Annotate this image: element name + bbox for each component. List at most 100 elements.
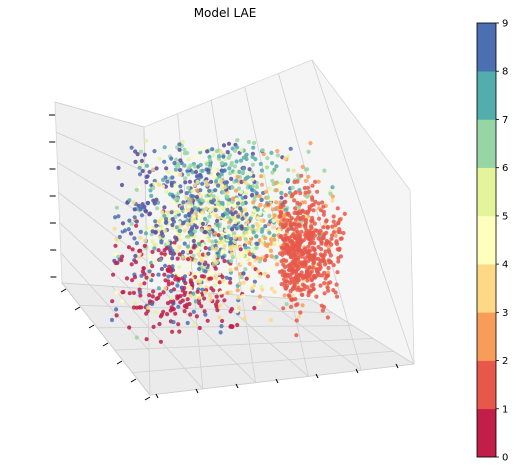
data-point [330, 224, 335, 229]
data-point [321, 304, 327, 310]
data-point [205, 226, 210, 231]
data-point [274, 188, 279, 193]
data-point [320, 200, 325, 205]
data-point [136, 255, 142, 260]
data-point [177, 147, 182, 152]
data-point [186, 185, 191, 190]
data-point [170, 175, 175, 180]
data-point [208, 230, 213, 235]
data-point [181, 200, 186, 205]
data-point [220, 212, 225, 218]
data-point [222, 243, 227, 248]
data-point [199, 215, 204, 220]
data-point [127, 325, 132, 330]
data-point [315, 269, 320, 275]
data-point [199, 228, 204, 233]
data-point [284, 302, 289, 307]
data-point [156, 248, 161, 253]
data-point [305, 253, 310, 258]
data-point [113, 243, 118, 248]
data-point [207, 188, 212, 193]
data-point [309, 225, 314, 231]
data-point [177, 329, 182, 334]
data-point [216, 183, 221, 188]
data-point [312, 247, 317, 252]
data-point [294, 303, 299, 308]
data-point [138, 235, 143, 240]
data-point [173, 277, 178, 282]
data-point [197, 295, 202, 300]
data-point [293, 260, 298, 265]
data-point [243, 226, 248, 232]
axis-tick [116, 360, 123, 365]
data-point [236, 214, 241, 219]
data-point [323, 242, 328, 247]
data-point [195, 155, 200, 160]
grid-line [211, 292, 309, 377]
axis-tick [355, 368, 359, 374]
data-point [281, 249, 286, 254]
data-point [259, 174, 264, 179]
data-point [278, 214, 283, 219]
data-point [210, 147, 215, 152]
data-point [279, 210, 284, 216]
data-point [233, 246, 238, 251]
data-point [333, 233, 338, 238]
data-point [230, 255, 235, 260]
data-point [232, 231, 237, 236]
data-point [226, 201, 231, 206]
data-point [286, 177, 291, 183]
data-point [166, 241, 171, 246]
data-point [296, 246, 302, 252]
data-point [337, 247, 342, 252]
data-point [219, 161, 224, 166]
data-point [111, 272, 116, 277]
data-point [168, 192, 173, 197]
data-point [250, 154, 255, 159]
data-point [288, 254, 293, 260]
data-point [238, 158, 244, 163]
data-point [171, 301, 176, 306]
grid-line [149, 363, 415, 396]
data-point [311, 254, 316, 259]
data-point [238, 206, 243, 211]
data-point [185, 297, 190, 302]
data-point [208, 297, 213, 302]
data-point [319, 240, 324, 245]
data-point [318, 265, 323, 270]
data-point [258, 161, 263, 167]
data-point [330, 185, 335, 190]
data-point [198, 283, 203, 288]
data-point [200, 287, 205, 292]
data-point [316, 244, 321, 250]
data-point [298, 211, 303, 216]
data-point [166, 253, 171, 258]
data-point [120, 221, 126, 226]
data-point [185, 218, 190, 223]
data-point [139, 273, 144, 278]
axis-ticks [49, 114, 399, 401]
data-point [322, 291, 327, 296]
data-point [173, 167, 178, 172]
data-point [234, 309, 240, 314]
data-point [147, 293, 152, 298]
data-point [294, 318, 299, 323]
data-point [214, 213, 219, 218]
data-point [178, 184, 183, 189]
data-point [214, 179, 219, 184]
data-point [155, 206, 160, 211]
data-point [311, 208, 316, 213]
data-point [213, 168, 218, 173]
data-point [305, 185, 310, 190]
data-point [177, 244, 182, 250]
data-point [228, 290, 233, 295]
data-point [265, 156, 270, 161]
data-point [177, 252, 182, 257]
data-point [220, 274, 225, 280]
grid-line [311, 299, 415, 365]
data-point [227, 220, 232, 225]
data-point [274, 164, 279, 169]
data-point [226, 141, 232, 146]
data-point [182, 147, 187, 152]
data-point [309, 269, 314, 274]
